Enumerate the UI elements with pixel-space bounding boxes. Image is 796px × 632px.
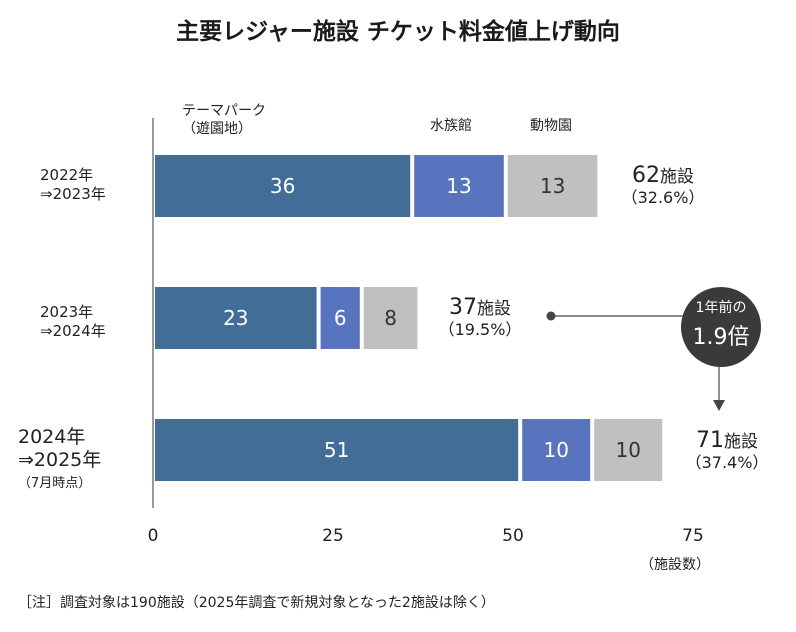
total-2022-unit: 施設: [660, 167, 694, 187]
total-2023: 37施設 （19.5%）: [425, 294, 535, 340]
bar-aquarium-1: [320, 287, 360, 349]
bar-value-label-theme-park-0: 36: [270, 174, 295, 198]
growth-badge: 1年前の 1.9倍: [681, 287, 761, 367]
growth-badge-line1: 1年前の: [695, 300, 747, 316]
footnote: ［注］調査対象は190施設（2025年調査で新規対象となった2施設は除く）: [18, 595, 495, 611]
legend-aquarium: 水族館: [430, 118, 472, 134]
category-label-2023: 2023年 ⇒2024年: [40, 303, 106, 341]
x-tick-label-75: 75: [682, 526, 704, 546]
arrow-head-icon: [713, 400, 725, 411]
total-2023-pct: （19.5%）: [438, 320, 522, 339]
chart-title: 主要レジャー施設 チケット料金値上げ動向: [176, 19, 620, 45]
bar-theme-park-1: [155, 287, 317, 349]
bar-value-label-theme-park-2: 51: [324, 438, 349, 462]
category-label-2023-line2: ⇒2024年: [40, 322, 106, 340]
total-2022-count: 62: [632, 163, 660, 188]
bar-zoo-1: [363, 287, 418, 349]
x-tick-label-50: 50: [502, 526, 524, 546]
bar-theme-park-2: [155, 419, 519, 481]
legend-zoo: 動物園: [530, 118, 572, 134]
bar-zoo-2: [594, 419, 663, 481]
total-2022-pct: （32.6%）: [621, 188, 705, 207]
bar-value-label-zoo-1: 8: [384, 306, 397, 330]
x-tick-label-25: 25: [322, 526, 344, 546]
growth-badge-line2: 1.9倍: [692, 325, 750, 350]
x-tick-label-0: 0: [148, 526, 159, 546]
total-2023-count: 37: [449, 295, 477, 320]
bar-value-label-theme-park-1: 23: [223, 306, 248, 330]
bar-aquarium-0: [414, 155, 504, 217]
bar-value-label-aquarium-0: 13: [446, 174, 471, 198]
total-2023-unit: 施設: [477, 299, 511, 319]
total-2024-pct: （37.4%）: [685, 453, 769, 472]
legend-theme-park: テーマパーク （遊園地）: [182, 102, 266, 138]
total-2022: 62施設 （32.6%）: [608, 162, 718, 208]
category-label-2024-line2: ⇒2025年: [18, 449, 102, 471]
category-label-2023-line1: 2023年: [40, 303, 94, 321]
bar-aquarium-2: [522, 419, 591, 481]
category-label-2024-line1: 2024年: [18, 426, 86, 448]
bar-value-label-aquarium-1: 6: [334, 306, 347, 330]
category-label-2024-line3: （7月時点）: [18, 476, 92, 491]
total-2024-count: 71: [696, 428, 724, 453]
category-label-2022-line1: 2022年: [40, 166, 94, 184]
bar-theme-park-0: [155, 155, 411, 217]
category-label-2022: 2022年 ⇒2023年: [40, 166, 106, 204]
bar-value-label-aquarium-2: 10: [543, 438, 568, 462]
category-label-2022-line2: ⇒2023年: [40, 185, 106, 203]
x-axis-unit-label: （施設数）: [640, 557, 710, 573]
bar-value-label-zoo-0: 13: [540, 174, 565, 198]
bar-value-label-zoo-2: 10: [615, 438, 640, 462]
total-2024-unit: 施設: [724, 432, 758, 452]
bar-zoo-0: [507, 155, 598, 217]
legend-theme-park-line1: テーマパーク: [182, 103, 266, 119]
legend-theme-park-line2: （遊園地）: [182, 121, 252, 137]
total-2024: 71施設 （37.4%）: [672, 427, 782, 473]
category-label-2024: 2024年 ⇒2025年 （7月時点）: [18, 426, 101, 495]
